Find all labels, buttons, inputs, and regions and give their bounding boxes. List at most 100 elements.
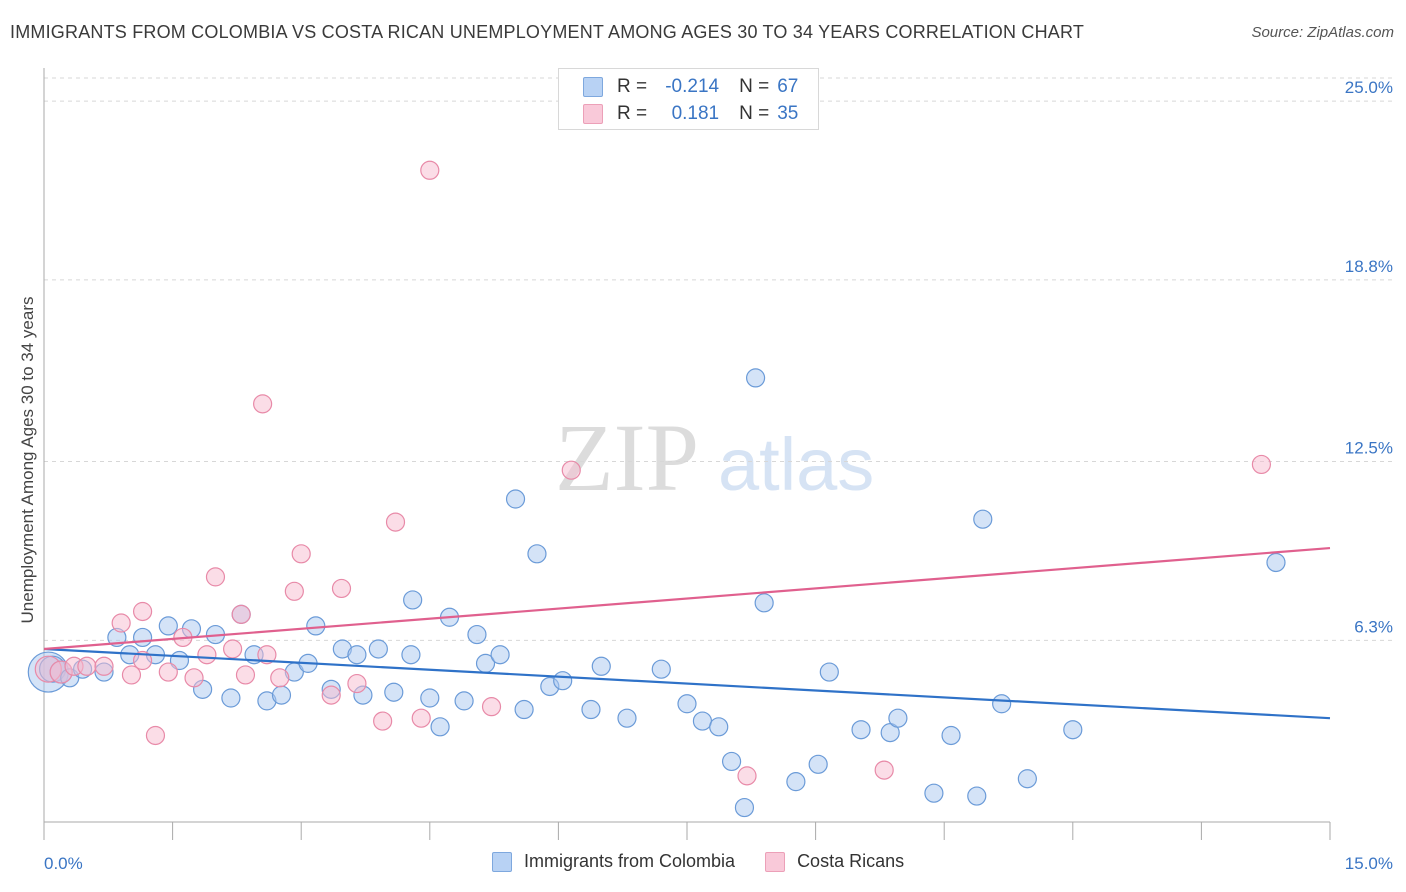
series-legend-item-costa-rica: Costa Ricans — [765, 851, 904, 872]
costa-rica-point — [145, 725, 166, 746]
costa-rica-point — [77, 656, 97, 676]
colombia-point — [581, 699, 601, 720]
costa-rica-point — [347, 673, 367, 694]
costa-rica-point — [291, 544, 311, 564]
costa-rica-point — [231, 604, 251, 624]
colombia-point — [1063, 720, 1083, 740]
watermark-zip: ZIP — [555, 404, 699, 511]
y-tick-label: 18.8% — [1345, 257, 1393, 276]
colombia-point — [347, 645, 367, 665]
colombia-point — [734, 797, 755, 818]
costa-rica-point — [561, 460, 581, 480]
colombia-point — [467, 624, 487, 645]
tick-labels: 6.3% 12.5% 18.8% 25.0% 0.0% 15.0% — [44, 78, 1393, 873]
costa-rica-point — [385, 512, 406, 532]
colombia-point — [368, 639, 388, 659]
legend-row-costa-rica: R = 0.181 N = 35 — [583, 102, 798, 126]
colombia-trend-line — [43, 647, 1331, 720]
costa-rica-point — [1251, 454, 1272, 475]
colombia-point — [617, 708, 637, 728]
trend-lines — [43, 546, 1331, 720]
costa-rica-trend-line — [43, 546, 1331, 651]
series-legend-label: Costa Ricans — [797, 851, 905, 871]
costa-rica-point — [257, 645, 277, 665]
colombia-point — [651, 659, 671, 679]
legend-n-label: N = — [739, 76, 770, 97]
colombia-point — [430, 717, 450, 737]
costa-rica-point — [132, 601, 153, 622]
colombia-point — [941, 725, 961, 746]
colombia-point — [514, 699, 534, 720]
colombia-point — [591, 656, 611, 676]
colombia-point — [888, 708, 908, 728]
series-legend: Immigrants from Colombia Costa Ricans — [492, 851, 934, 872]
colombia-point — [677, 694, 697, 714]
series-swatch-pink — [765, 851, 786, 872]
costa-rica-point — [481, 697, 502, 717]
colombia-point — [721, 751, 742, 772]
colombia-point — [745, 368, 766, 388]
colombia-point — [158, 616, 178, 636]
colombia-point — [384, 682, 404, 702]
colombia-point — [221, 688, 241, 708]
costa-rica-point — [284, 581, 304, 601]
colombia-point — [420, 688, 440, 708]
colombia-point — [924, 783, 944, 803]
costa-rica-point — [94, 656, 114, 676]
colombia-point — [692, 711, 713, 731]
y-axis-label: Unemployment Among Ages 30 to 34 years — [18, 296, 37, 624]
legend-r-value: 0.181 — [671, 103, 720, 124]
colombia-point — [1017, 769, 1037, 789]
axes — [43, 68, 1331, 840]
y-tick-label: 12.5% — [1345, 439, 1393, 458]
costa-rica-point — [874, 760, 894, 780]
costa-rica-point — [270, 668, 290, 688]
costa-rica-point — [737, 766, 757, 786]
colombia-point — [992, 694, 1012, 714]
x-tick-label: 15.0% — [1345, 854, 1393, 873]
legend-n-value: 67 — [777, 76, 799, 97]
costa-rica-point — [184, 668, 204, 688]
watermark-atlas: atlas — [718, 423, 874, 506]
colombia-point — [271, 685, 292, 705]
correlation-legend: R = -0.214 N = 67 R = 0.181 N = 35 — [558, 68, 819, 130]
costa-rica-point — [235, 665, 256, 685]
colombia-point — [1266, 552, 1286, 573]
costa-rica-point — [411, 708, 431, 728]
costa-rica-point — [253, 394, 273, 414]
colombia-point — [527, 544, 547, 564]
colombia-point — [786, 772, 806, 792]
legend-row-colombia: R = -0.214 N = 67 — [583, 75, 798, 99]
chart-title: IMMIGRANTS FROM COLOMBIA VS COSTA RICAN … — [10, 22, 1085, 42]
grid-lines — [44, 77, 1394, 641]
y-tick-label: 6.3% — [1354, 617, 1393, 636]
colombia-point — [851, 720, 871, 740]
legend-swatch-pink — [583, 104, 603, 124]
costa-rica-point — [132, 650, 153, 671]
costa-rica-point — [111, 613, 131, 633]
colombia-point — [553, 671, 573, 691]
legend-n-label: N = — [739, 103, 770, 124]
costa-rica-point — [321, 685, 341, 705]
colombia-point — [754, 593, 774, 613]
y-tick-label: 25.0% — [1345, 78, 1393, 97]
colombia-point — [401, 645, 421, 665]
costa-rica-point — [373, 711, 393, 731]
series-legend-item-colombia: Immigrants from Colombia — [492, 851, 735, 872]
colombia-point — [819, 662, 839, 682]
legend-swatch-blue — [583, 77, 603, 97]
colombia-point — [505, 489, 526, 509]
x-tick-label: 0.0% — [44, 854, 83, 873]
costa-rica-point — [197, 645, 217, 665]
costa-rica-point — [205, 567, 226, 587]
legend-r-value: -0.214 — [665, 76, 720, 97]
colombia-point — [490, 645, 510, 665]
costa-rica-point — [331, 578, 352, 599]
colombia-point — [403, 590, 423, 610]
colombia-point — [454, 691, 474, 711]
colombia-point — [306, 616, 326, 636]
costa-rica-point — [158, 662, 178, 682]
data-points — [27, 160, 1286, 818]
colombia-point — [132, 627, 153, 648]
